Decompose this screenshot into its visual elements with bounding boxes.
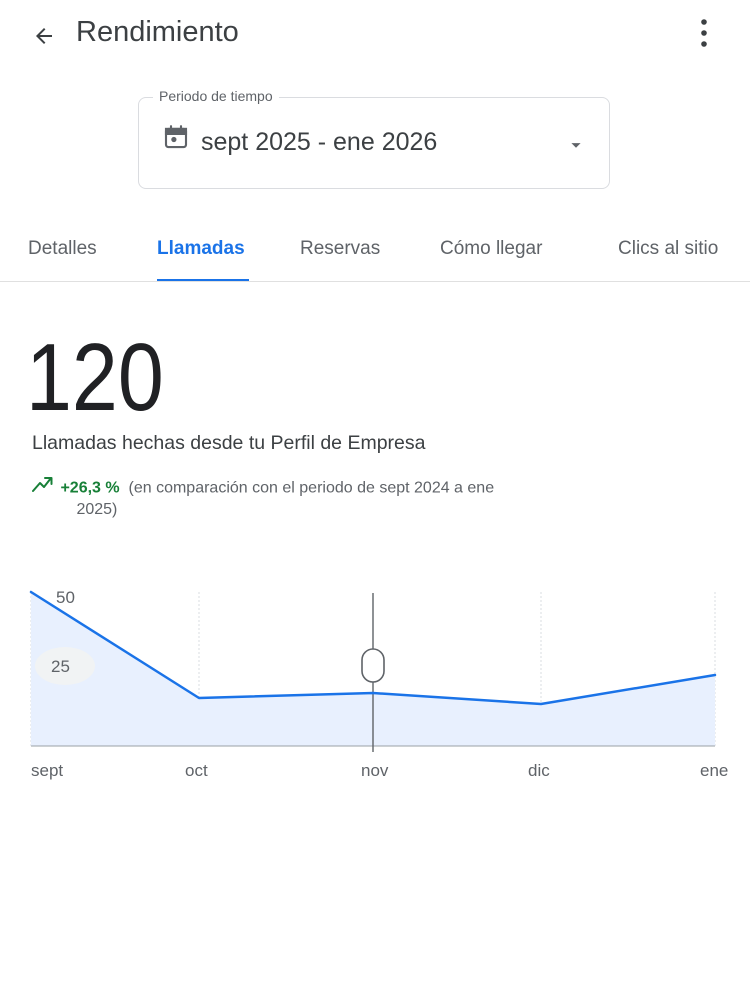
svg-text:25: 25 bbox=[51, 657, 70, 676]
svg-text:oct: oct bbox=[185, 761, 208, 780]
svg-text:nov: nov bbox=[361, 761, 389, 780]
svg-text:50: 50 bbox=[56, 588, 75, 607]
svg-text:sept: sept bbox=[31, 761, 63, 780]
svg-text:ene: ene bbox=[700, 761, 728, 780]
svg-text:dic: dic bbox=[528, 761, 550, 780]
